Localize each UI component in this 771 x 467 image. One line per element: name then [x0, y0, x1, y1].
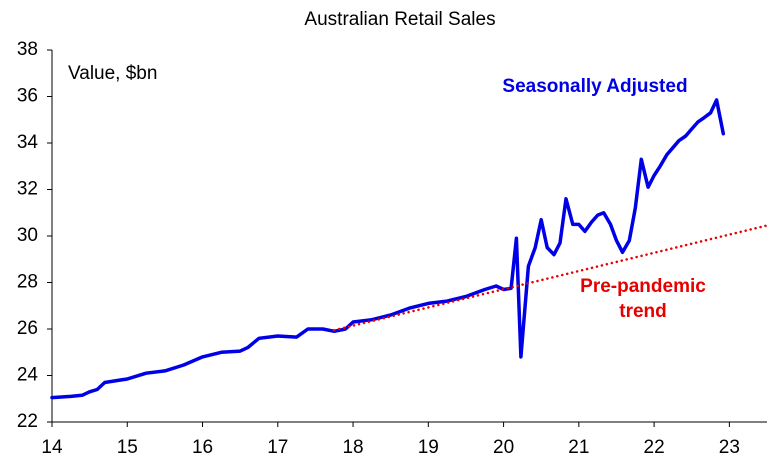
- series-label: Pre-pandemic trend: [580, 276, 706, 322]
- x-tick-label: 18: [342, 437, 363, 458]
- x-tick-label: 16: [192, 437, 213, 458]
- series-line: [50, 98, 726, 400]
- y-tick-label: 24: [17, 365, 39, 386]
- y-tick-label: 30: [17, 225, 38, 246]
- x-tick-label: 23: [719, 437, 740, 458]
- series-label: Seasonally Adjusted: [502, 76, 688, 97]
- chart-title: Australian Retail Sales: [304, 9, 495, 30]
- y-axis-label: Value, $bn: [68, 63, 157, 84]
- y-tick-label: 22: [17, 411, 38, 432]
- x-tick-label: 22: [644, 437, 665, 458]
- y-tick-label: 38: [17, 39, 38, 60]
- y-tick-label: 34: [17, 132, 39, 153]
- series-line: [332, 224, 769, 332]
- y-tick-label: 32: [17, 179, 38, 200]
- x-tick-label: 14: [41, 437, 63, 458]
- x-tick-label: 17: [267, 437, 288, 458]
- y-tick-label: 36: [17, 86, 38, 107]
- x-tick-label: 15: [117, 437, 138, 458]
- y-tick-label: 28: [17, 272, 38, 293]
- x-tick-label: 19: [418, 437, 439, 458]
- y-tick-label: 26: [17, 318, 38, 339]
- x-tick-label: 20: [493, 437, 514, 458]
- x-tick-label: 21: [568, 437, 589, 458]
